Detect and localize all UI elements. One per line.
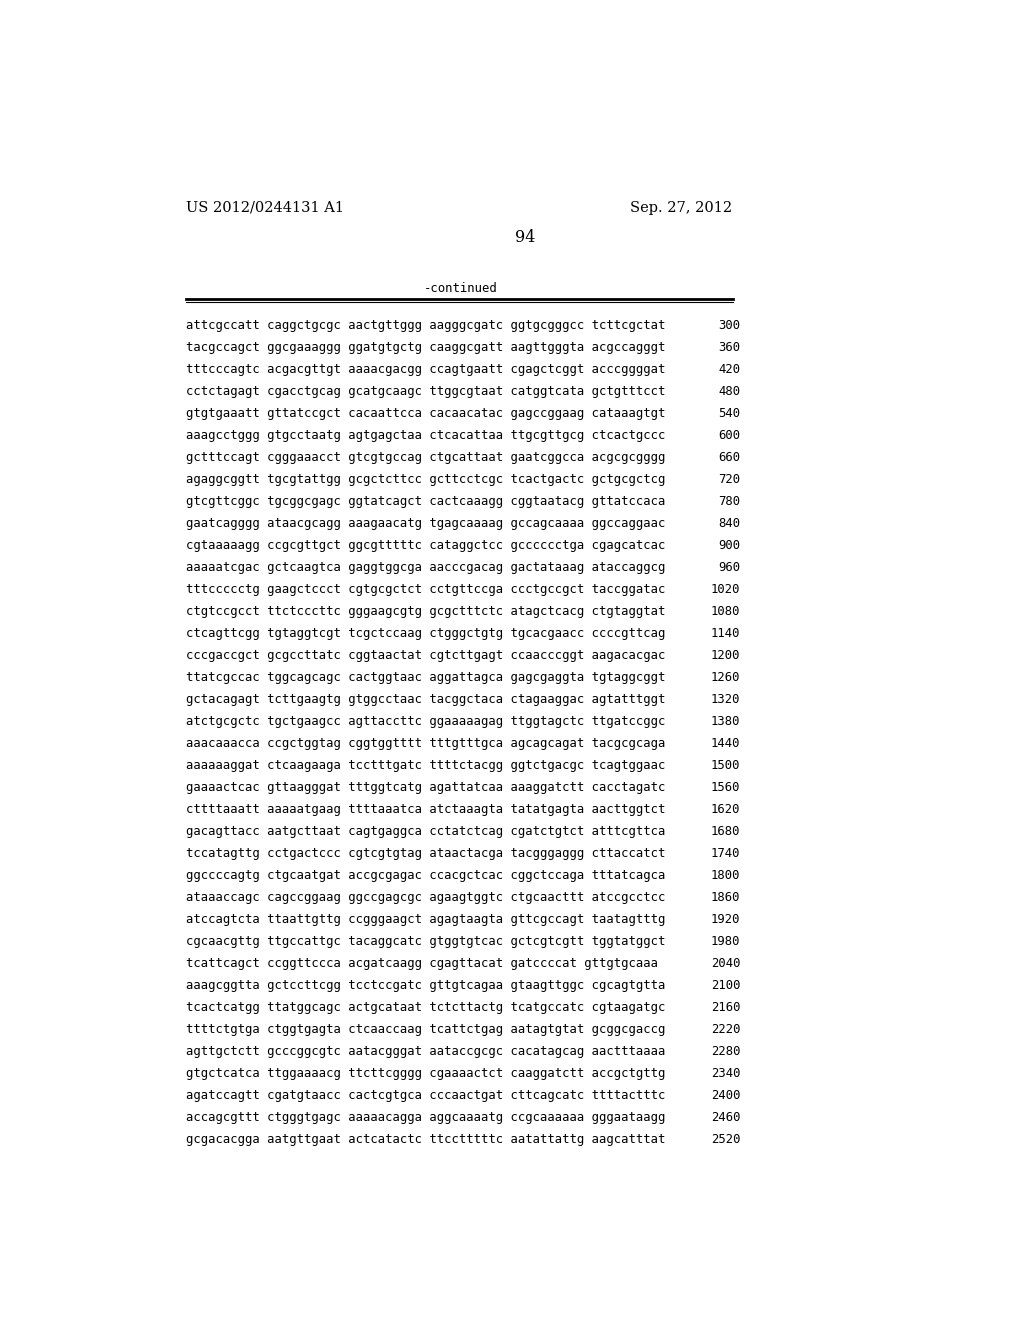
Text: agaggcggtt tgcgtattgg gcgctcttcc gcttcctcgc tcactgactc gctgcgctcg: agaggcggtt tgcgtattgg gcgctcttcc gcttcct… bbox=[186, 473, 666, 486]
Text: US 2012/0244131 A1: US 2012/0244131 A1 bbox=[186, 201, 344, 215]
Text: 1140: 1140 bbox=[711, 627, 740, 640]
Text: tcattcagct ccggttccca acgatcaagg cgagttacat gatccccat gttgtgcaaa: tcattcagct ccggttccca acgatcaagg cgagtta… bbox=[186, 957, 658, 970]
Text: 1440: 1440 bbox=[711, 737, 740, 750]
Text: ctcagttcgg tgtaggtcgt tcgctccaag ctgggctgtg tgcacgaacc ccccgttcag: ctcagttcgg tgtaggtcgt tcgctccaag ctgggct… bbox=[186, 627, 666, 640]
Text: 2040: 2040 bbox=[711, 957, 740, 970]
Text: 1620: 1620 bbox=[711, 803, 740, 816]
Text: 2520: 2520 bbox=[711, 1134, 740, 1146]
Text: 600: 600 bbox=[718, 429, 740, 442]
Text: 1080: 1080 bbox=[711, 605, 740, 618]
Text: 2400: 2400 bbox=[711, 1089, 740, 1102]
Text: 540: 540 bbox=[718, 407, 740, 420]
Text: agttgctctt gcccggcgtc aatacgggat aataccgcgc cacatagcag aactttaaaa: agttgctctt gcccggcgtc aatacgggat aataccg… bbox=[186, 1045, 666, 1059]
Text: gaaaactcac gttaagggat tttggtcatg agattatcaa aaaggatctt cacctagatc: gaaaactcac gttaagggat tttggtcatg agattat… bbox=[186, 781, 666, 795]
Text: aaaaaaggat ctcaagaaga tcctttgatc ttttctacgg ggtctgacgc tcagtggaac: aaaaaaggat ctcaagaaga tcctttgatc ttttcta… bbox=[186, 759, 666, 772]
Text: 94: 94 bbox=[515, 230, 535, 247]
Text: gctacagagt tcttgaagtg gtggcctaac tacggctaca ctagaaggac agtatttggt: gctacagagt tcttgaagtg gtggcctaac tacggct… bbox=[186, 693, 666, 706]
Text: 300: 300 bbox=[718, 318, 740, 331]
Text: gacagttacc aatgcttaat cagtgaggca cctatctcag cgatctgtct atttcgttca: gacagttacc aatgcttaat cagtgaggca cctatct… bbox=[186, 825, 666, 838]
Text: 1200: 1200 bbox=[711, 649, 740, 661]
Text: 2280: 2280 bbox=[711, 1045, 740, 1059]
Text: aaacaaacca ccgctggtag cggtggtttt tttgtttgca agcagcagat tacgcgcaga: aaacaaacca ccgctggtag cggtggtttt tttgttt… bbox=[186, 737, 666, 750]
Text: 1680: 1680 bbox=[711, 825, 740, 838]
Text: cgtaaaaagg ccgcgttgct ggcgtttttc cataggctcc gcccccctga cgagcatcac: cgtaaaaagg ccgcgttgct ggcgtttttc cataggc… bbox=[186, 539, 666, 552]
Text: 360: 360 bbox=[718, 341, 740, 354]
Text: gcgacacgga aatgttgaat actcatactc ttcctttttc aatattattg aagcatttat: gcgacacgga aatgttgaat actcatactc ttccttt… bbox=[186, 1134, 666, 1146]
Text: Sep. 27, 2012: Sep. 27, 2012 bbox=[631, 201, 732, 215]
Text: gtcgttcggc tgcggcgagc ggtatcagct cactcaaagg cggtaatacg gttatccaca: gtcgttcggc tgcggcgagc ggtatcagct cactcaa… bbox=[186, 495, 666, 508]
Text: 1920: 1920 bbox=[711, 913, 740, 927]
Text: 420: 420 bbox=[718, 363, 740, 376]
Text: 2340: 2340 bbox=[711, 1068, 740, 1080]
Text: 900: 900 bbox=[718, 539, 740, 552]
Text: gtgctcatca ttggaaaacg ttcttcgggg cgaaaactct caaggatctt accgctgttg: gtgctcatca ttggaaaacg ttcttcgggg cgaaaac… bbox=[186, 1068, 666, 1080]
Text: atctgcgctc tgctgaagcc agttaccttc ggaaaaagag ttggtagctc ttgatccggc: atctgcgctc tgctgaagcc agttaccttc ggaaaaa… bbox=[186, 715, 666, 727]
Text: tccatagttg cctgactccc cgtcgtgtag ataactacga tacgggaggg cttaccatct: tccatagttg cctgactccc cgtcgtgtag ataacta… bbox=[186, 847, 666, 861]
Text: 960: 960 bbox=[718, 561, 740, 574]
Text: ttatcgccac tggcagcagc cactggtaac aggattagca gagcgaggta tgtaggcggt: ttatcgccac tggcagcagc cactggtaac aggatta… bbox=[186, 671, 666, 684]
Text: aaaaatcgac gctcaagtca gaggtggcga aacccgacag gactataaag ataccaggcg: aaaaatcgac gctcaagtca gaggtggcga aacccga… bbox=[186, 561, 666, 574]
Text: 1860: 1860 bbox=[711, 891, 740, 904]
Text: 1560: 1560 bbox=[711, 781, 740, 795]
Text: gaatcagggg ataacgcagg aaagaacatg tgagcaaaag gccagcaaaa ggccaggaac: gaatcagggg ataacgcagg aaagaacatg tgagcaa… bbox=[186, 516, 666, 529]
Text: 2160: 2160 bbox=[711, 1002, 740, 1014]
Text: 1740: 1740 bbox=[711, 847, 740, 861]
Text: 2460: 2460 bbox=[711, 1111, 740, 1125]
Text: cttttaaatt aaaaatgaag ttttaaatca atctaaagta tatatgagta aacttggtct: cttttaaatt aaaaatgaag ttttaaatca atctaaa… bbox=[186, 803, 666, 816]
Text: ggccccagtg ctgcaatgat accgcgagac ccacgctcac cggctccaga tttatcagca: ggccccagtg ctgcaatgat accgcgagac ccacgct… bbox=[186, 869, 666, 882]
Text: ataaaccagc cagccggaag ggccgagcgc agaagtggtc ctgcaacttt atccgcctcc: ataaaccagc cagccggaag ggccgagcgc agaagtg… bbox=[186, 891, 666, 904]
Text: tacgccagct ggcgaaaggg ggatgtgctg caaggcgatt aagttgggta acgccagggt: tacgccagct ggcgaaaggg ggatgtgctg caaggcg… bbox=[186, 341, 666, 354]
Text: 2220: 2220 bbox=[711, 1023, 740, 1036]
Text: attcgccatt caggctgcgc aactgttggg aagggcgatc ggtgcgggcc tcttcgctat: attcgccatt caggctgcgc aactgttggg aagggcg… bbox=[186, 318, 666, 331]
Text: 2100: 2100 bbox=[711, 979, 740, 993]
Text: 1980: 1980 bbox=[711, 935, 740, 948]
Text: 1260: 1260 bbox=[711, 671, 740, 684]
Text: agatccagtt cgatgtaacc cactcgtgca cccaactgat cttcagcatc ttttactttc: agatccagtt cgatgtaacc cactcgtgca cccaact… bbox=[186, 1089, 666, 1102]
Text: -continued: -continued bbox=[424, 281, 498, 294]
Text: 480: 480 bbox=[718, 384, 740, 397]
Text: tttcccagtc acgacgttgt aaaacgacgg ccagtgaatt cgagctcggt acccggggat: tttcccagtc acgacgttgt aaaacgacgg ccagtga… bbox=[186, 363, 666, 376]
Text: ttttctgtga ctggtgagta ctcaaccaag tcattctgag aatagtgtat gcggcgaccg: ttttctgtga ctggtgagta ctcaaccaag tcattct… bbox=[186, 1023, 666, 1036]
Text: aaagcggtta gctccttcgg tcctccgatc gttgtcagaa gtaagttggc cgcagtgtta: aaagcggtta gctccttcgg tcctccgatc gttgtca… bbox=[186, 979, 666, 993]
Text: tcactcatgg ttatggcagc actgcataat tctcttactg tcatgccatc cgtaagatgc: tcactcatgg ttatggcagc actgcataat tctctta… bbox=[186, 1002, 666, 1014]
Text: cgcaacgttg ttgccattgc tacaggcatc gtggtgtcac gctcgtcgtt tggtatggct: cgcaacgttg ttgccattgc tacaggcatc gtggtgt… bbox=[186, 935, 666, 948]
Text: 780: 780 bbox=[718, 495, 740, 508]
Text: 1800: 1800 bbox=[711, 869, 740, 882]
Text: aaagcctggg gtgcctaatg agtgagctaa ctcacattaa ttgcgttgcg ctcactgccc: aaagcctggg gtgcctaatg agtgagctaa ctcacat… bbox=[186, 429, 666, 442]
Text: gctttccagt cgggaaacct gtcgtgccag ctgcattaat gaatcggcca acgcgcgggg: gctttccagt cgggaaacct gtcgtgccag ctgcatt… bbox=[186, 450, 666, 463]
Text: 840: 840 bbox=[718, 516, 740, 529]
Text: 720: 720 bbox=[718, 473, 740, 486]
Text: cccgaccgct gcgccttatc cggtaactat cgtcttgagt ccaacccggt aagacacgac: cccgaccgct gcgccttatc cggtaactat cgtcttg… bbox=[186, 649, 666, 661]
Text: accagcgttt ctgggtgagc aaaaacagga aggcaaaatg ccgcaaaaaa gggaataagg: accagcgttt ctgggtgagc aaaaacagga aggcaaa… bbox=[186, 1111, 666, 1125]
Text: 1020: 1020 bbox=[711, 583, 740, 595]
Text: 1320: 1320 bbox=[711, 693, 740, 706]
Text: 1500: 1500 bbox=[711, 759, 740, 772]
Text: tttccccctg gaagctccct cgtgcgctct cctgttccga ccctgccgct taccggatac: tttccccctg gaagctccct cgtgcgctct cctgttc… bbox=[186, 583, 666, 595]
Text: 660: 660 bbox=[718, 450, 740, 463]
Text: ctgtccgcct ttctcccttc gggaagcgtg gcgctttctc atagctcacg ctgtaggtat: ctgtccgcct ttctcccttc gggaagcgtg gcgcttt… bbox=[186, 605, 666, 618]
Text: cctctagagt cgacctgcag gcatgcaagc ttggcgtaat catggtcata gctgtttcct: cctctagagt cgacctgcag gcatgcaagc ttggcgt… bbox=[186, 384, 666, 397]
Text: 1380: 1380 bbox=[711, 715, 740, 727]
Text: atccagtcta ttaattgttg ccgggaagct agagtaagta gttcgccagt taatagtttg: atccagtcta ttaattgttg ccgggaagct agagtaa… bbox=[186, 913, 666, 927]
Text: gtgtgaaatt gttatccgct cacaattcca cacaacatac gagccggaag cataaagtgt: gtgtgaaatt gttatccgct cacaattcca cacaaca… bbox=[186, 407, 666, 420]
